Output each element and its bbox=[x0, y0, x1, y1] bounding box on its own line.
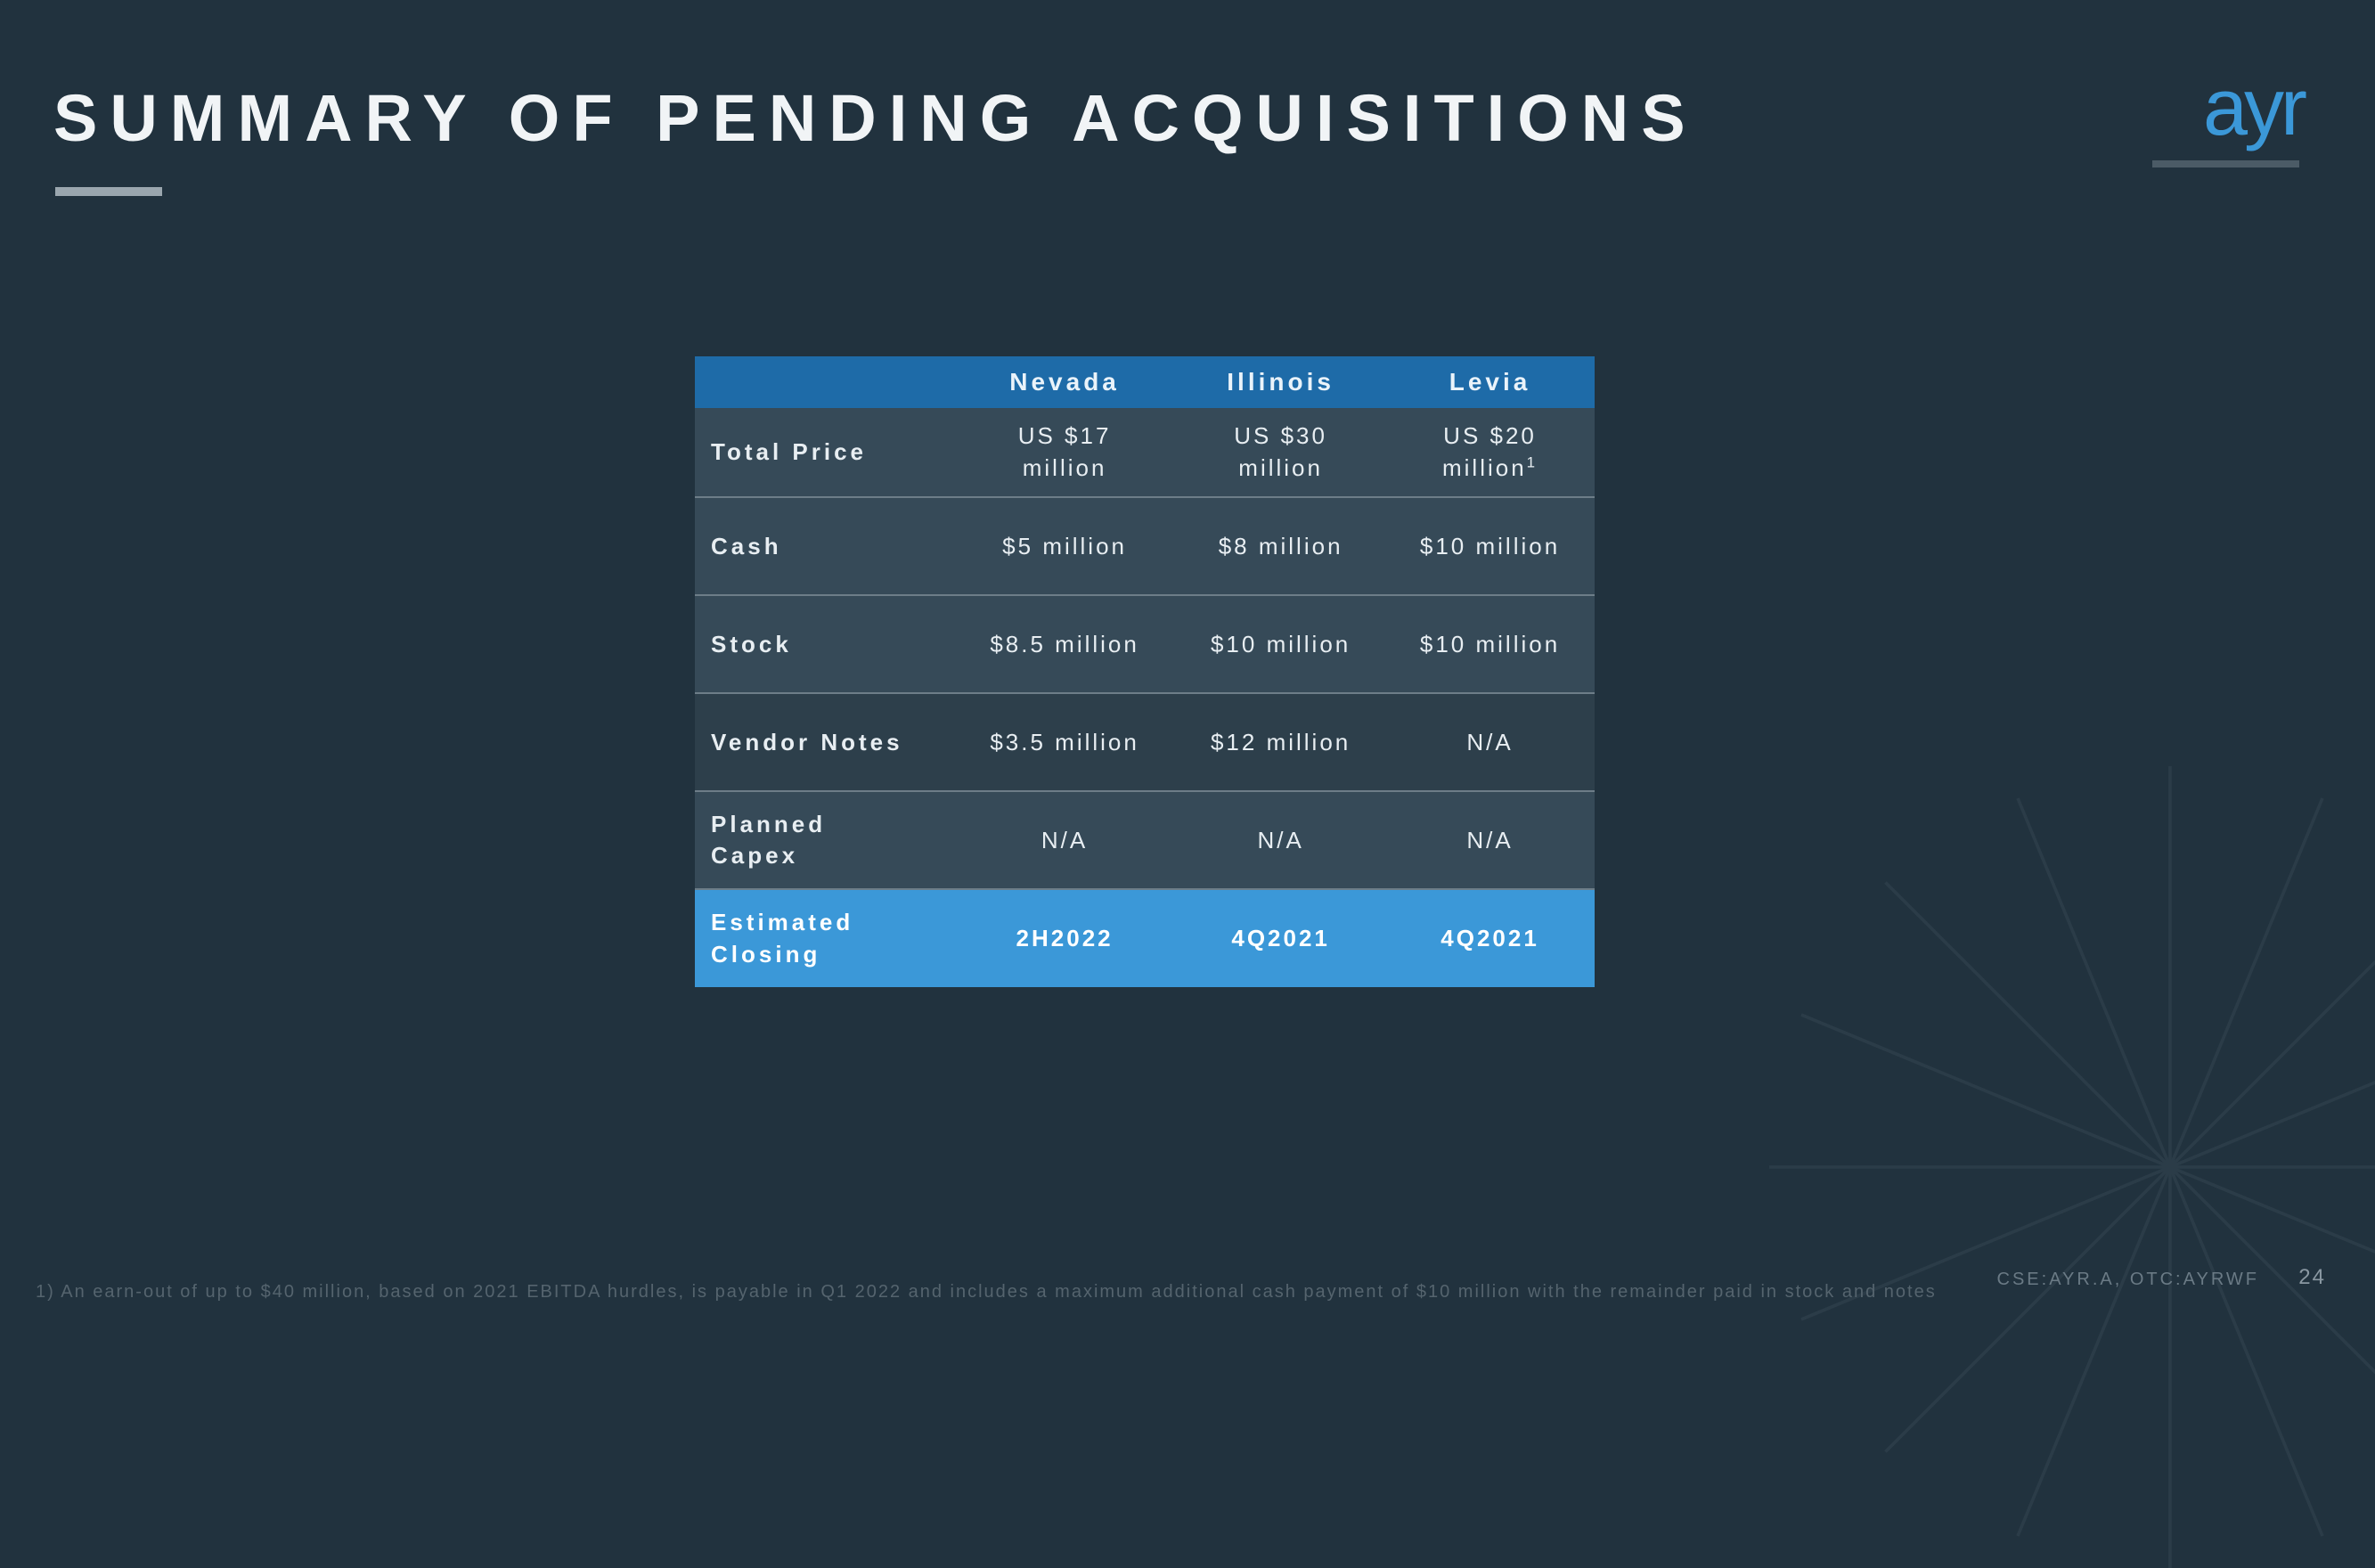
page-title: SUMMARY OF PENDING ACQUISITIONS bbox=[53, 80, 1698, 156]
table-row: Total PriceUS $17millionUS $30millionUS … bbox=[695, 408, 1595, 497]
table-row: EstimatedClosing2H20224Q20214Q2021 bbox=[695, 889, 1595, 987]
cell: 4Q2021 bbox=[1176, 889, 1385, 987]
cell: 2H2022 bbox=[953, 889, 1176, 987]
cell: $3.5 million bbox=[953, 693, 1176, 791]
ticker-symbols: CSE:AYR.A, OTC:AYRWF bbox=[1997, 1270, 2259, 1290]
table-row: Cash$5 million$8 million$10 million bbox=[695, 497, 1595, 595]
row-label: Cash bbox=[695, 497, 953, 595]
cell: $5 million bbox=[953, 497, 1176, 595]
cell: N/A bbox=[1176, 791, 1385, 889]
cell: $10 million bbox=[1176, 595, 1385, 693]
acquisitions-table: Nevada Illinois Levia Total PriceUS $17m… bbox=[695, 356, 1595, 987]
title-underline bbox=[55, 187, 162, 196]
cell: US $30million bbox=[1176, 408, 1385, 497]
col-header-nevada: Nevada bbox=[953, 356, 1176, 408]
cell: US $20million1 bbox=[1385, 408, 1595, 497]
table-header-row: Nevada Illinois Levia bbox=[695, 356, 1595, 408]
footnote: 1) An earn-out of up to $40 million, bas… bbox=[36, 1282, 1937, 1303]
cell: N/A bbox=[953, 791, 1176, 889]
cell: 4Q2021 bbox=[1385, 889, 1595, 987]
row-label: Stock bbox=[695, 595, 953, 693]
table-row: PlannedCapexN/AN/AN/A bbox=[695, 791, 1595, 889]
cell: US $17million bbox=[953, 408, 1176, 497]
cell: N/A bbox=[1385, 693, 1595, 791]
cell: $8.5 million bbox=[953, 595, 1176, 693]
row-label: Vendor Notes bbox=[695, 693, 953, 791]
decorative-sunburst bbox=[1769, 766, 2375, 1568]
col-header-levia: Levia bbox=[1385, 356, 1595, 408]
cell: $8 million bbox=[1176, 497, 1385, 595]
col-header-blank bbox=[695, 356, 953, 408]
cell: N/A bbox=[1385, 791, 1595, 889]
cell: $10 million bbox=[1385, 497, 1595, 595]
page-number: 24 bbox=[2298, 1265, 2326, 1290]
cell: $12 million bbox=[1176, 693, 1385, 791]
row-label: PlannedCapex bbox=[695, 791, 953, 889]
table-row: Vendor Notes$3.5 million$12 millionN/A bbox=[695, 693, 1595, 791]
table-body: Total PriceUS $17millionUS $30millionUS … bbox=[695, 408, 1595, 987]
company-logo: ayr bbox=[2203, 62, 2304, 154]
acquisitions-table-container: Nevada Illinois Levia Total PriceUS $17m… bbox=[695, 356, 1595, 987]
row-label: EstimatedClosing bbox=[695, 889, 953, 987]
cell: $10 million bbox=[1385, 595, 1595, 693]
table-row: Stock$8.5 million$10 million$10 million bbox=[695, 595, 1595, 693]
row-label: Total Price bbox=[695, 408, 953, 497]
logo-underline bbox=[2152, 160, 2299, 167]
col-header-illinois: Illinois bbox=[1176, 356, 1385, 408]
